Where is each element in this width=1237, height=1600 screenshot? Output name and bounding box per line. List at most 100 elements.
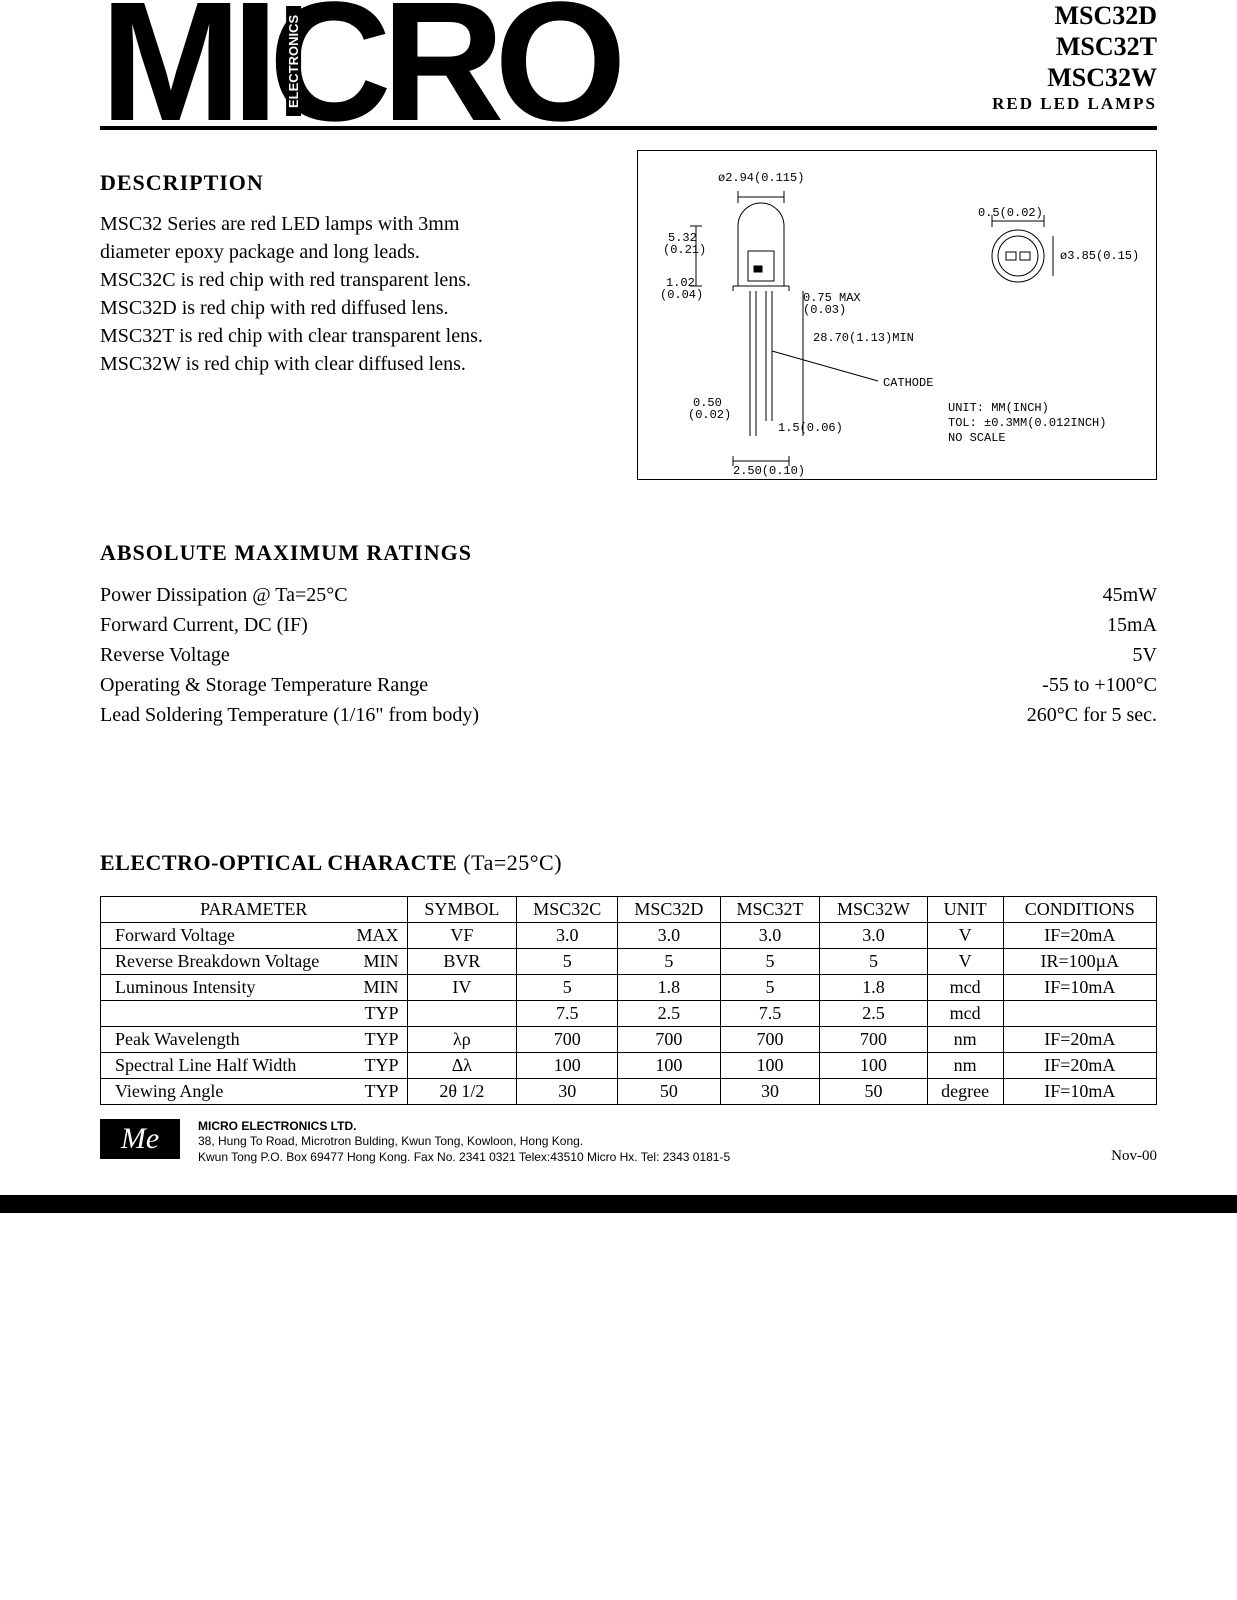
cell-cond: IF=20mA — [1003, 1052, 1156, 1078]
dim-min: 28.70(1.13)MIN — [813, 331, 914, 345]
cell-d: 700 — [618, 1026, 720, 1052]
cell-stat: TYP — [351, 1000, 408, 1026]
eo-row: Peak WavelengthTYPλρ700700700700nmIF=20m… — [101, 1026, 1157, 1052]
cell-c: 7.5 — [517, 1000, 618, 1026]
cell-t: 7.5 — [720, 1000, 820, 1026]
cell-d: 2.5 — [618, 1000, 720, 1026]
footer-logo: Me — [100, 1119, 180, 1159]
desc-l0: MSC32 Series are red LED lamps with 3mm — [100, 213, 459, 235]
cell-stat: MIN — [351, 974, 408, 1000]
footer-date: Nov-00 — [1111, 1148, 1157, 1165]
cell-c: 700 — [517, 1026, 618, 1052]
cell-t: 30 — [720, 1078, 820, 1104]
desc-l5: MSC32W is red chip with clear diffused l… — [100, 353, 466, 375]
rating-label: Forward Current, DC (IF) — [100, 610, 308, 640]
cell-unit: mcd — [927, 974, 1003, 1000]
cell-symbol: BVR — [407, 948, 517, 974]
rating-value: 15mA — [1107, 610, 1157, 640]
eo-col-header: MSC32T — [720, 896, 820, 922]
cell-param: Peak Wavelength — [101, 1026, 351, 1052]
logo-inset: ELECTRONICS — [286, 6, 301, 116]
rating-row: Operating & Storage Temperature Range-55… — [100, 670, 1157, 700]
cell-c: 5 — [517, 974, 618, 1000]
desc-l4: MSC32T is red chip with clear transparen… — [100, 325, 483, 347]
dim-102b: (0.04) — [660, 288, 703, 302]
rating-row: Reverse Voltage5V — [100, 640, 1157, 670]
cell-param: Luminous Intensity — [101, 974, 351, 1000]
eo-col-header: MSC32W — [820, 896, 927, 922]
cell-param: Spectral Line Half Width — [101, 1052, 351, 1078]
cell-w: 2.5 — [820, 1000, 927, 1026]
cell-t: 700 — [720, 1026, 820, 1052]
cell-t: 5 — [720, 974, 820, 1000]
part-numbers: MSC32D MSC32T MSC32W RED LED LAMPS — [992, 0, 1157, 122]
cell-c: 100 — [517, 1052, 618, 1078]
desc-l2: MSC32C is red chip with red transparent … — [100, 269, 471, 291]
dim-075b: (0.03) — [803, 303, 846, 317]
cell-param: Forward Voltage — [101, 922, 351, 948]
desc-l3: MSC32D is red chip with red diffused len… — [100, 297, 449, 319]
bottom-bar — [0, 1195, 1237, 1213]
dim-side05: 0.5(0.02) — [978, 206, 1043, 220]
cell-d: 1.8 — [618, 974, 720, 1000]
rating-value: 260°C for 5 sec. — [1027, 700, 1157, 730]
rating-label: Reverse Voltage — [100, 640, 230, 670]
cell-unit: nm — [927, 1052, 1003, 1078]
logo: MICRO ELECTRONICS — [100, 3, 992, 122]
cell-unit: nm — [927, 1026, 1003, 1052]
cell-symbol: Δλ — [407, 1052, 517, 1078]
cell-param — [101, 1000, 351, 1026]
part-2: MSC32W — [992, 62, 1157, 93]
dim-250: 2.50(0.10) — [733, 464, 805, 478]
eo-title: ELECTRO-OPTICAL CHARACTE (Ta=25°C) — [100, 850, 1157, 876]
cell-c: 30 — [517, 1078, 618, 1104]
cell-stat: TYP — [351, 1052, 408, 1078]
cell-c: 5 — [517, 948, 618, 974]
cell-unit: V — [927, 922, 1003, 948]
cell-symbol: λρ — [407, 1026, 517, 1052]
cell-unit: mcd — [927, 1000, 1003, 1026]
dim-532b: (0.21) — [663, 243, 706, 257]
rating-value: 45mW — [1103, 580, 1157, 610]
description-col: DESCRIPTION MSC32 Series are red LED lam… — [100, 150, 607, 480]
cell-t: 100 — [720, 1052, 820, 1078]
cell-symbol: 2θ 1/2 — [407, 1078, 517, 1104]
cell-d: 5 — [618, 948, 720, 974]
diagram-svg — [638, 151, 1158, 481]
dim-side385: ø3.85(0.15) — [1060, 249, 1139, 263]
desc-l1: diameter epoxy package and long leads. — [100, 241, 420, 263]
eo-row: Forward VoltageMAXVF3.03.03.03.0VIF=20mA — [101, 922, 1157, 948]
dim-top-dia: ø2.94(0.115) — [718, 171, 804, 185]
cell-symbol: IV — [407, 974, 517, 1000]
footer-addr1: 38, Hung To Road, Microtron Bulding, Kwu… — [198, 1134, 583, 1148]
cell-d: 100 — [618, 1052, 720, 1078]
cell-c: 3.0 — [517, 922, 618, 948]
logo-text: MICRO — [100, 0, 617, 157]
eo-col-header: SYMBOL — [407, 896, 517, 922]
cell-w: 700 — [820, 1026, 927, 1052]
dim-150: 1.5(0.06) — [778, 421, 843, 435]
footer: Me MICRO ELECTRONICS LTD. 38, Hung To Ro… — [100, 1119, 1157, 1166]
cell-stat: TYP — [351, 1026, 408, 1052]
part-1: MSC32T — [992, 31, 1157, 62]
rating-row: Lead Soldering Temperature (1/16" from b… — [100, 700, 1157, 730]
footer-company: MICRO ELECTRONICS LTD. — [198, 1119, 356, 1133]
eo-col-header: PARAMETER — [101, 896, 408, 922]
cell-cond — [1003, 1000, 1156, 1026]
cell-cond: IF=10mA — [1003, 974, 1156, 1000]
cell-w: 100 — [820, 1052, 927, 1078]
cell-param: Viewing Angle — [101, 1078, 351, 1104]
rating-row: Forward Current, DC (IF) 15mA — [100, 610, 1157, 640]
ratings-title: ABSOLUTE MAXIMUM RATINGS — [100, 540, 1157, 566]
cell-t: 5 — [720, 948, 820, 974]
cell-w: 3.0 — [820, 922, 927, 948]
description-title: DESCRIPTION — [100, 170, 607, 196]
cell-w: 5 — [820, 948, 927, 974]
eo-row: Reverse Breakdown VoltageMINBVR5555VIR=1… — [101, 948, 1157, 974]
cell-w: 50 — [820, 1078, 927, 1104]
part-0: MSC32D — [992, 0, 1157, 31]
description-text: MSC32 Series are red LED lamps with 3mm … — [100, 210, 607, 378]
eo-section: ELECTRO-OPTICAL CHARACTE (Ta=25°C) PARAM… — [100, 850, 1157, 1105]
rating-label: Operating & Storage Temperature Range — [100, 670, 428, 700]
cell-cond: IR=100µA — [1003, 948, 1156, 974]
